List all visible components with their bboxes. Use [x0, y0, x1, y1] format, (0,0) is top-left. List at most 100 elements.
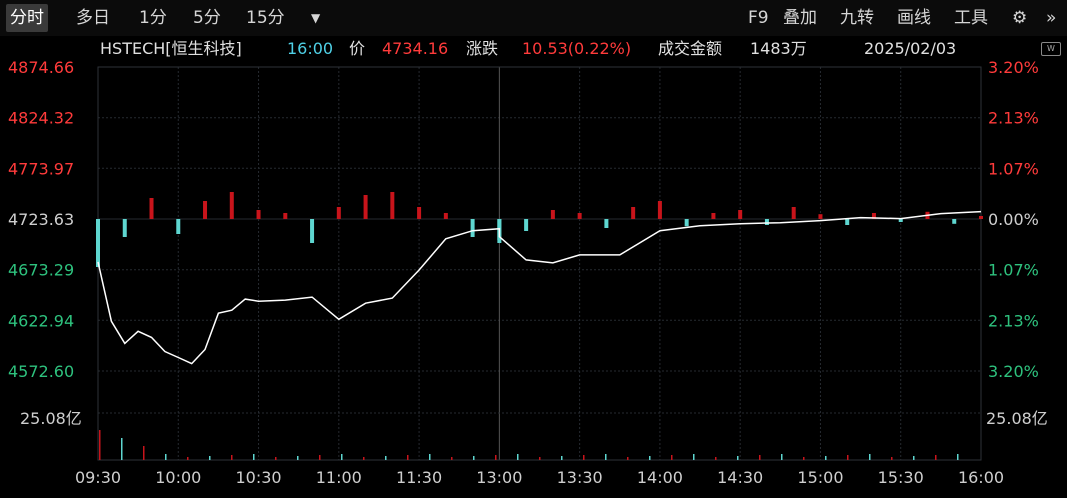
volume-bar [429, 454, 431, 460]
price-label: 价 [349, 39, 366, 58]
y-tick-right: 0.00% [988, 210, 1039, 229]
volume-bar [407, 455, 409, 460]
y-tick-right: 1.07% [988, 261, 1039, 280]
volume-bar [561, 456, 563, 460]
volume-bar [341, 454, 343, 460]
oscillation-bar [657, 201, 662, 219]
price-value: 4734.16 [382, 39, 449, 58]
gear-icon[interactable]: ⚙ [1012, 8, 1028, 28]
change-label: 涨跌 [466, 39, 499, 58]
volume-bar [715, 457, 717, 460]
volume-bar [957, 454, 959, 460]
x-tick-label: 10:30 [235, 468, 281, 487]
tool-2[interactable]: 九转 [840, 8, 874, 28]
oscillation-bar [631, 207, 636, 219]
volume-bar [121, 438, 123, 460]
volume-bar [539, 457, 541, 460]
volume-bar [253, 454, 255, 460]
quote-date: 2025/02/03 [864, 39, 957, 58]
oscillation-bar [604, 219, 609, 228]
volume-bar [517, 454, 519, 460]
oscillation-bar [979, 216, 983, 219]
change-value: 10.53(0.22%) [522, 39, 632, 58]
volume-bar [275, 457, 277, 460]
quote-info-bar: HSTECH[恒生科技] 16:00 价 4734.16 涨跌 10.53(0.… [0, 36, 1067, 62]
volume-label-left: 25.08亿 [20, 409, 82, 428]
oscillation-bar [176, 219, 181, 234]
volume-bar [363, 457, 365, 460]
volume-bar [671, 455, 673, 460]
oscillation-bar [310, 219, 315, 243]
tab-1[interactable]: 多日 [76, 8, 110, 28]
tab-4[interactable]: 15分 [246, 8, 285, 28]
volume-bar [209, 456, 211, 460]
y-tick-right: 3.20% [988, 362, 1039, 381]
chevron-down-icon[interactable]: ▼ [311, 11, 321, 25]
volume-bar [297, 456, 299, 460]
x-tick-label: 16:00 [958, 468, 1004, 487]
toolbar: 分时 多日 1分 5分 15分 ▼ F9 叠加 九转 画线 工具 ⚙ » [0, 0, 1067, 36]
oscillation-bar [122, 219, 127, 237]
oscillation-bar [952, 219, 957, 224]
quote-time: 16:00 [287, 39, 334, 58]
volume-bar [825, 456, 827, 460]
oscillation-bar [577, 213, 582, 219]
oscillation-bar [283, 213, 288, 219]
oscillation-bar [818, 214, 823, 219]
volume-bar [935, 455, 937, 460]
oscillation-bar [149, 198, 154, 219]
y-tick-left: 4824.32 [8, 109, 74, 128]
oscillation-bar [336, 207, 341, 219]
tool-4[interactable]: 工具 [954, 8, 988, 28]
tool-0[interactable]: F9 [748, 8, 769, 28]
volume-bar [891, 457, 893, 460]
tab-2[interactable]: 1分 [139, 8, 167, 28]
y-tick-right: 2.13% [988, 311, 1039, 330]
volume-bar [781, 454, 783, 460]
oscillation-bar [550, 210, 555, 219]
oscillation-bar [203, 201, 208, 219]
tool-3[interactable]: 画线 [897, 8, 931, 28]
oscillation-bar [256, 210, 261, 219]
volume-bar [319, 455, 321, 460]
x-tick-label: 14:00 [637, 468, 683, 487]
tab-3[interactable]: 5分 [193, 8, 221, 28]
collapse-icon[interactable]: » [1046, 8, 1057, 28]
volume-bar [583, 455, 585, 460]
oscillation-bar [363, 195, 368, 219]
volume-bar [143, 446, 145, 460]
volume-bar [693, 454, 695, 460]
x-tick-label: 09:30 [75, 468, 121, 487]
tab-0[interactable]: 分时 [6, 4, 48, 32]
oscillation-bar [711, 213, 716, 219]
oscillation-bar [898, 219, 903, 222]
volume-bar [165, 454, 167, 460]
oscillation-bar [229, 192, 234, 219]
volume-bar [737, 456, 739, 460]
volume-bar [385, 456, 387, 460]
oscillation-bar [417, 207, 422, 219]
y-tick-right: 3.20% [988, 58, 1039, 77]
oscillation-bar [443, 213, 448, 219]
x-tick-label: 11:00 [316, 468, 362, 487]
volume-bar [451, 457, 453, 460]
oscillation-bar [738, 210, 743, 219]
y-tick-left: 4773.97 [8, 159, 74, 178]
oscillation-bar [470, 219, 475, 237]
volume-bar [759, 455, 761, 460]
symbol-name: HSTECH[恒生科技] [100, 39, 242, 58]
volume-bar [231, 455, 233, 460]
watermark-icon: W [1041, 42, 1061, 56]
oscillation-bar [791, 207, 796, 219]
volume-bar [913, 456, 915, 460]
volume-bar [847, 455, 849, 460]
oscillation-bar [764, 219, 769, 225]
x-tick-label: 13:30 [557, 468, 603, 487]
tool-1[interactable]: 叠加 [783, 8, 817, 28]
x-tick-label: 15:30 [878, 468, 924, 487]
x-tick-label: 10:00 [155, 468, 201, 487]
volume-bar [99, 430, 101, 460]
oscillation-bar [524, 219, 529, 231]
volume-bar [187, 457, 189, 460]
